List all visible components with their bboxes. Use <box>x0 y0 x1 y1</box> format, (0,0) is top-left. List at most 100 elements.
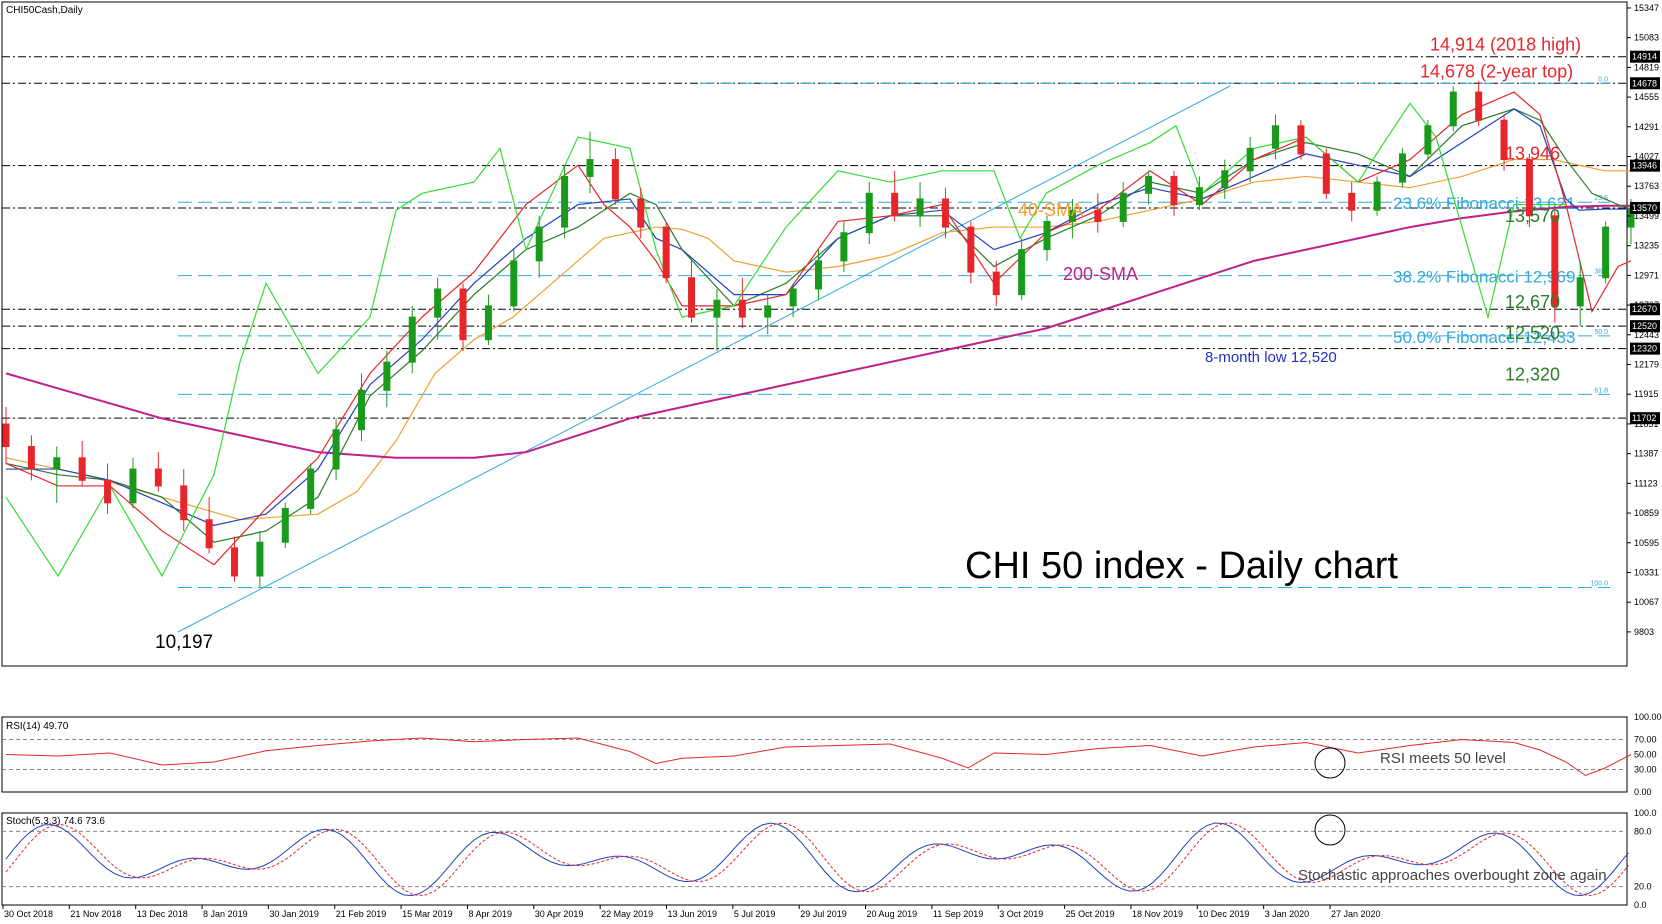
price-tick-label: 13763 <box>1634 181 1659 191</box>
candle <box>916 182 924 228</box>
candle <box>281 502 289 548</box>
fib-level-tag: 23.6 <box>1594 195 1608 202</box>
date-tick-label: 30 Oct 2018 <box>4 909 53 919</box>
price-tick-label: 14027 <box>1634 152 1659 162</box>
candle <box>1094 193 1102 233</box>
price-tick-label: 9803 <box>1634 627 1654 637</box>
candle <box>1322 148 1330 199</box>
indicator-line <box>5 158 1631 521</box>
level-label: 12,670 <box>1505 292 1560 312</box>
rsi-line <box>5 737 1632 777</box>
svg-text:11702: 11702 <box>1632 413 1656 423</box>
price-tick-label: 14555 <box>1634 92 1659 102</box>
price-tick-label: 11123 <box>1634 478 1658 488</box>
price-highlight-label: 14678 <box>1630 77 1660 90</box>
date-tick-label: 15 Mar 2019 <box>402 909 453 919</box>
candle <box>154 452 162 492</box>
candle <box>53 446 61 503</box>
price-highlight-label: 11702 <box>1630 412 1660 425</box>
price-tick-label: 13499 <box>1634 211 1659 221</box>
level-label: 14,914 (2018 high) <box>1430 35 1581 55</box>
candle <box>1348 182 1356 222</box>
price-tick-label: 12443 <box>1634 330 1659 340</box>
candle <box>1018 238 1026 301</box>
candle <box>1373 176 1381 216</box>
price-tick-label: 10331 <box>1634 567 1659 577</box>
candle <box>2 407 10 464</box>
candle <box>484 294 492 346</box>
date-tick-label: 11 Sep 2019 <box>933 909 983 919</box>
indicator-line <box>5 102 1566 578</box>
candle <box>1602 221 1610 284</box>
date-tick-label: 30 Jan 2019 <box>269 909 319 919</box>
candle <box>1068 198 1076 239</box>
price-tick-label: 15347 <box>1634 3 1659 13</box>
stoch-panel <box>1 812 1628 906</box>
date-tick-label: 10 Dec 2019 <box>1198 909 1249 919</box>
candle <box>180 469 188 531</box>
candle <box>1551 210 1559 323</box>
candle <box>891 170 899 222</box>
stoch-tick-label: 80.0 <box>1634 826 1652 836</box>
candle <box>688 260 696 323</box>
candle <box>27 435 35 481</box>
price-tick-label: 12179 <box>1634 359 1659 369</box>
candle <box>1398 148 1406 188</box>
candle <box>1525 153 1533 228</box>
candle <box>1043 215 1051 261</box>
price-highlight-label: 12670 <box>1630 303 1660 316</box>
rsi-tick-label: 50.00 <box>1634 750 1657 760</box>
price-highlight-label: 12320 <box>1630 342 1660 355</box>
price-highlight-label: 12520 <box>1630 320 1660 333</box>
price-tick-label: 14819 <box>1634 62 1659 72</box>
price-highlight-label: 13570 <box>1630 201 1660 214</box>
uptrend-line <box>177 85 1231 633</box>
date-tick-label: 27 Jan 2020 <box>1331 909 1381 919</box>
candle <box>383 350 391 408</box>
stoch-tick-label: 100.0 <box>1634 808 1657 818</box>
rsi-highlight-circle <box>1314 747 1346 779</box>
date-tick-label: 20 Aug 2019 <box>867 909 918 919</box>
svg-text:13570: 13570 <box>1632 203 1657 213</box>
level-label: 13,946 <box>1505 144 1560 164</box>
candle <box>1475 80 1483 126</box>
price-tick-label: 12971 <box>1634 270 1659 280</box>
candle <box>637 187 645 239</box>
price-tick-label: 15083 <box>1634 33 1659 43</box>
date-tick-label: 13 Jun 2019 <box>668 909 718 919</box>
annotation-40sma: 40-SMA <box>1018 200 1083 220</box>
candle <box>1119 182 1127 228</box>
annotation-low: 10,197 <box>155 632 213 653</box>
candle <box>1195 176 1203 211</box>
candle <box>256 530 264 588</box>
candle <box>561 165 569 239</box>
date-tick-label: 25 Oct 2019 <box>1066 909 1115 919</box>
date-tick-label: 30 Apr 2019 <box>535 909 584 919</box>
candle <box>1272 114 1280 160</box>
candle <box>1246 137 1254 183</box>
candle <box>434 277 442 340</box>
date-tick-label: 22 May 2019 <box>601 909 653 919</box>
stoch-k-line <box>5 822 1629 897</box>
rsi-tick-label: 30.00 <box>1634 765 1657 775</box>
date-tick-label: 8 Apr 2019 <box>468 909 512 919</box>
candle <box>611 148 619 205</box>
fib-level-tag: 100.0 <box>1590 581 1608 588</box>
candle <box>941 187 949 239</box>
candle <box>764 294 772 334</box>
stoch-tick-label: 0.0 <box>1634 900 1647 910</box>
candle <box>865 182 873 244</box>
candle <box>1500 114 1508 171</box>
candle <box>1297 120 1305 160</box>
chart-headline: CHI 50 index - Daily chart <box>965 545 1398 587</box>
price-highlight-label: 14914 <box>1630 50 1660 63</box>
candle <box>738 277 746 329</box>
rsi-tick-label: 70.00 <box>1634 735 1657 745</box>
candle <box>408 305 416 374</box>
indicator-line <box>5 204 1631 459</box>
fib-level-tag: 61.8 <box>1594 387 1608 394</box>
symbol-title: CHI50Cash,Daily <box>6 5 83 16</box>
date-tick-label: 21 Feb 2019 <box>336 909 387 919</box>
